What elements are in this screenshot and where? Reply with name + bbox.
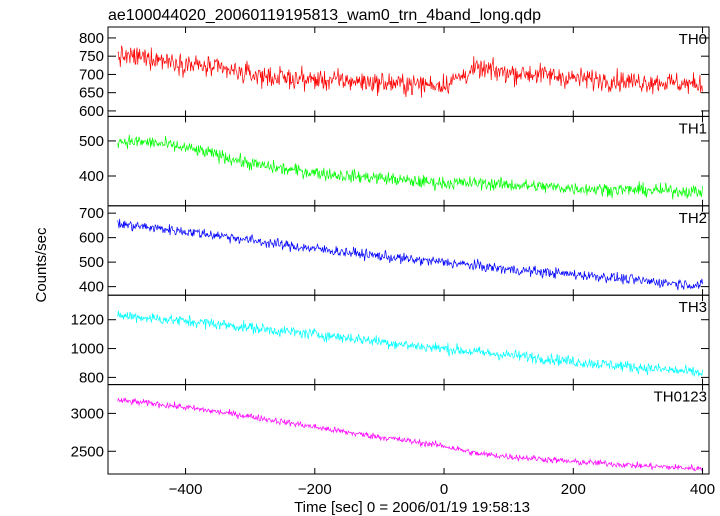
panel-th1: 400 500 TH1 bbox=[79, 115, 710, 207]
y-tick-label: 650 bbox=[79, 85, 104, 102]
x-tick-label: 0 bbox=[440, 481, 448, 498]
x-axis: −400 −200 0 200 400 bbox=[169, 481, 715, 498]
chart-title: ae100044020_20060119195813_wam0_trn_4ban… bbox=[108, 7, 541, 24]
y-tick-label: 500 bbox=[79, 133, 104, 150]
panel-label: TH0123 bbox=[654, 389, 707, 406]
panel-frame bbox=[107, 384, 710, 475]
x-axis-label: Time [sec] 0 = 2006/01/19 19:58:13 bbox=[294, 499, 530, 516]
series-line-th0 bbox=[117, 45, 703, 98]
y-axis-label: Counts/sec bbox=[33, 227, 50, 303]
x-tick-label: −400 bbox=[169, 481, 203, 498]
x-tick-label: 400 bbox=[690, 481, 715, 498]
x-tick-label: 200 bbox=[561, 481, 586, 498]
y-tick-label: 1200 bbox=[71, 312, 104, 329]
y-tick-label: 750 bbox=[79, 48, 104, 65]
panel-label: TH2 bbox=[679, 210, 707, 227]
series-line-th1 bbox=[117, 134, 703, 200]
y-tick-label: 500 bbox=[79, 254, 104, 271]
series-line-th0123 bbox=[117, 397, 703, 472]
x-tick-label: −200 bbox=[298, 481, 332, 498]
y-tick-label: 700 bbox=[79, 205, 104, 222]
y-tick-label: 800 bbox=[79, 30, 104, 47]
panel-frame bbox=[107, 205, 710, 296]
panel-th3: 800 1000 1200 TH3 bbox=[71, 294, 710, 386]
panel-label: TH3 bbox=[679, 299, 707, 316]
panel-frame bbox=[107, 26, 710, 117]
panel-frame bbox=[107, 294, 710, 386]
y-tick-label: 400 bbox=[79, 168, 104, 185]
y-tick-label: 1000 bbox=[71, 341, 104, 358]
y-tick-label: 800 bbox=[79, 369, 104, 386]
y-tick-label: 3000 bbox=[71, 405, 104, 422]
series-line-th3 bbox=[117, 310, 703, 377]
panel-frame bbox=[107, 115, 710, 207]
y-tick-label: 600 bbox=[79, 103, 104, 120]
panel-label: TH1 bbox=[679, 120, 707, 137]
y-tick-label: 400 bbox=[79, 279, 104, 296]
panel-th0123: 2500 3000 TH0123 bbox=[71, 384, 710, 475]
series-line-th2 bbox=[117, 218, 703, 291]
y-tick-label: 700 bbox=[79, 66, 104, 83]
y-tick-label: 600 bbox=[79, 230, 104, 247]
panel-th2: 400 500 600 700 TH2 bbox=[79, 205, 710, 296]
y-tick-label: 2500 bbox=[71, 443, 104, 460]
panel-label: TH0 bbox=[679, 31, 707, 48]
